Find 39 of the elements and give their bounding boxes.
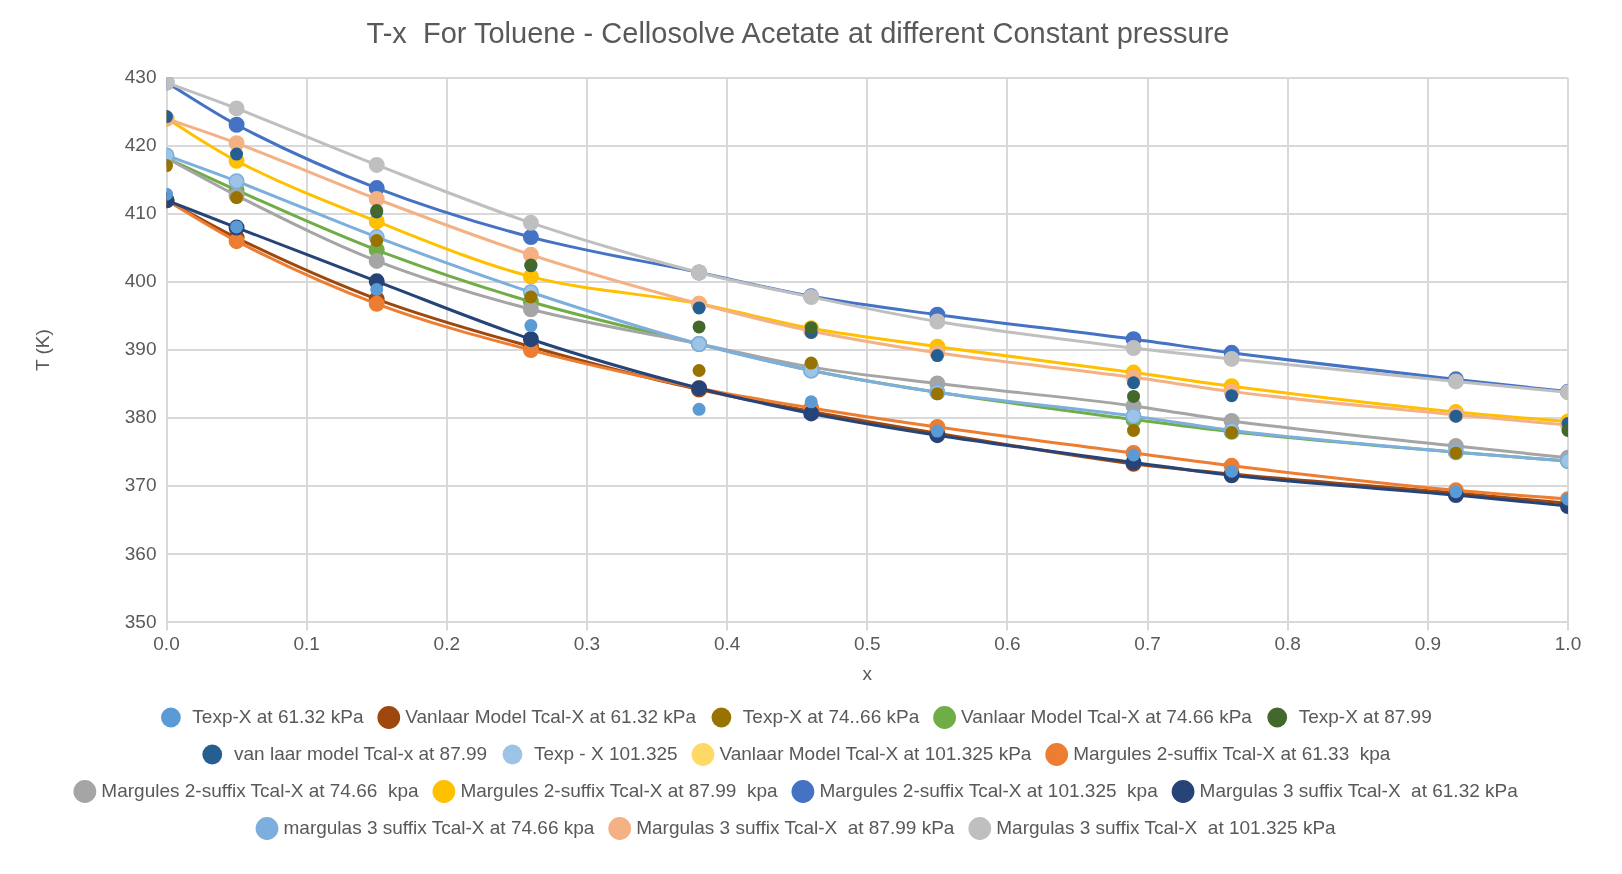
legend-label: Margulas 3 suffix Tcal-X at 87.99 kPa [636,816,955,838]
legend-label: van laar model Tcal-x at 87.99 [228,742,488,764]
y-tick-label: 400 [124,270,157,292]
x-tick-label: 0.5 [854,633,881,655]
legend-label: Margules 2-suffix Tcal-X at 101.325 kpa [819,779,1159,801]
legend-label: Vanlaar Model Tcal-X at 101.325 kPa [719,742,1032,764]
y-tick-label: 430 [124,66,157,88]
legend-label: Margules 2-suffix Tcal-X at 61.33 kpa [1073,742,1391,764]
legend-label: Vanlaar Model Tcal-X at 61.32 kPa [405,705,697,727]
x-tick-label: 1.0 [1554,633,1582,655]
legend-label: margulas 3 suffix Tcal-X at 74.66 kpa [283,816,595,838]
y-tick-label: 380 [124,406,157,428]
x-tick-label: 0.3 [573,633,601,655]
y-axis-title: T (K) [31,329,53,372]
x-tick-label: 0.4 [713,633,741,655]
y-tick-label: 360 [124,542,157,564]
y-tick-label: 350 [124,610,157,632]
legend-label: Texp-X at 61.32 kPa [187,705,364,727]
chart-title: T-x For Toluene - Cellosolve Acetate at different Constant pressure [366,17,1230,50]
y-tick-label: 410 [124,202,157,224]
legend-label: Margules 2-suffix Tcal-X at 87.99 kpa [460,779,778,801]
legend-label: Texp-X at 74..66 kPa [737,705,920,727]
x-tick-label: 0.7 [1134,633,1161,655]
x-tick-label: 0.8 [1274,633,1301,655]
x-tick-label: 0.2 [433,633,461,655]
x-tick-label: 0.9 [1414,633,1442,655]
x-tick-label: 0.1 [293,633,320,655]
y-tick-label: 370 [124,474,157,496]
y-tick-label: 420 [124,134,157,156]
legend-label: Texp - X 101.325 [529,742,678,764]
legend-label: Vanlaar Model Tcal-X at 74.66 kPa [961,705,1253,727]
legend-label: Texp-X at 87.99 [1293,705,1432,727]
x-tick-label: 0.0 [153,633,180,655]
y-tick-label: 390 [124,338,157,360]
legend-label: Margules 2-suffix Tcal-X at 74.66 kpa [101,779,419,801]
x-axis-title: x [862,662,873,684]
legend-label: Margulas 3 suffix Tcal-X at 101.325 kPa [996,816,1337,838]
x-tick-label: 0.6 [994,633,1021,655]
legend-label: Margulas 3 suffix Tcal-X at 61.32 kPa [1199,779,1519,801]
